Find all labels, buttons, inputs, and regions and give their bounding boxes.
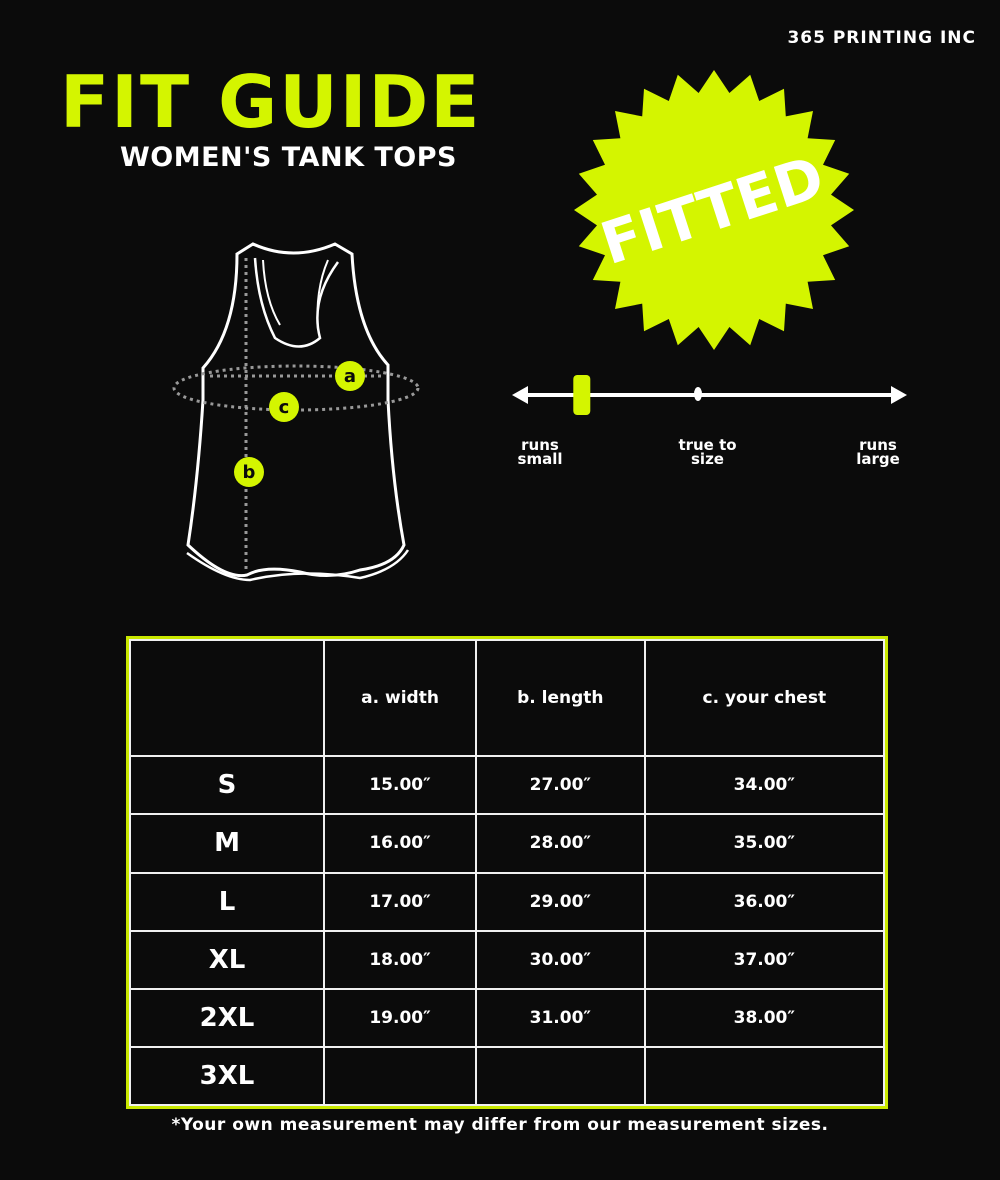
label-b-marker [234, 457, 264, 487]
size-cell: 2XL [129, 987, 325, 1048]
table-row: L 17.00″ 29.00″ 36.00″ [129, 871, 886, 932]
fit-marker [573, 375, 591, 415]
arrow-left-icon [512, 386, 528, 404]
table-row: 3XL [129, 1045, 886, 1107]
page-subtitle: WOMEN'S TANK TOPS [120, 142, 457, 173]
size-cell: 3XL [129, 1045, 325, 1107]
table-row: S 15.00″ 27.00″ 34.00″ [129, 755, 886, 816]
measurement-cell: 31.00″ [475, 987, 646, 1048]
illustration-layer: a c b FITTED [172, 70, 907, 582]
measurement-cell: 27.00″ [475, 755, 646, 816]
size-cell: S [129, 755, 325, 816]
size-cell: XL [129, 929, 325, 990]
header-cell: b. length [475, 638, 646, 758]
measurement-cell: 18.00″ [322, 929, 478, 990]
measurement-cell: 36.00″ [643, 871, 886, 932]
size-cell: L [129, 871, 325, 932]
footnote: *Your own measurement may differ from ou… [171, 1115, 829, 1135]
header-cell [129, 638, 325, 758]
measurement-cell: 30.00″ [475, 929, 646, 990]
scale-label-small: runs small [517, 436, 563, 468]
starburst-shape [574, 70, 854, 350]
measurement-cell [322, 1045, 478, 1107]
header-cell: a. width [322, 638, 478, 758]
table-row: M 16.00″ 28.00″ 35.00″ [129, 813, 886, 874]
measurement-cell: 35.00″ [643, 813, 886, 874]
brand-name: 365 PRINTING INC [787, 28, 976, 48]
arrow-right-icon [891, 386, 907, 404]
label-c-marker [269, 392, 299, 422]
table-row: XL 18.00″ 30.00″ 37.00″ [129, 929, 886, 990]
measurement-cell: 28.00″ [475, 813, 646, 874]
measurement-cell: 38.00″ [643, 987, 886, 1048]
measurement-cell: 34.00″ [643, 755, 886, 816]
tank-top-diagram: a c b [172, 242, 420, 582]
label-b: b [243, 462, 256, 483]
measurement-cell: 17.00″ [322, 871, 478, 932]
label-a: a [344, 366, 356, 387]
measurement-cell: 37.00″ [643, 929, 886, 990]
header-cell: c. your chest [643, 638, 886, 758]
page-title: FIT GUIDE [60, 60, 482, 144]
scale-label-center: true to size [678, 436, 737, 468]
scale-label-large: runs large [856, 436, 900, 468]
measurement-cell: 19.00″ [322, 987, 478, 1048]
measurement-cell: 29.00″ [475, 871, 646, 932]
measurement-cell [475, 1045, 646, 1107]
measurement-cell: 15.00″ [322, 755, 478, 816]
size-cell: M [129, 813, 325, 874]
measurement-cell [643, 1045, 886, 1107]
table-row: 2XL 19.00″ 31.00″ 38.00″ [129, 987, 886, 1048]
measurement-cell: 16.00″ [322, 813, 478, 874]
label-c: c [279, 397, 290, 418]
fit-scale [512, 375, 907, 415]
fitted-badge: FITTED [574, 70, 854, 350]
table-header-row: a. width b. length c. your chest [129, 638, 886, 758]
center-tick [694, 387, 702, 401]
label-a-marker [335, 361, 365, 391]
size-chart-table: a. width b. length c. your chest S 15.00″… [126, 636, 888, 1109]
